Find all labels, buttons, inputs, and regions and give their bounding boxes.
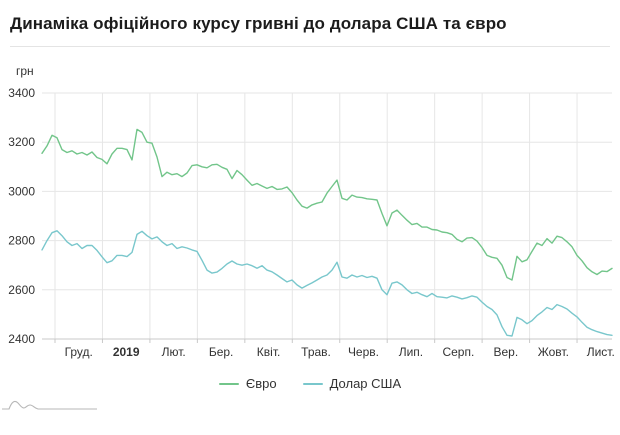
svg-text:Черв.: Черв. bbox=[348, 345, 379, 359]
svg-text:3000: 3000 bbox=[8, 184, 35, 198]
legend-label-usd: Долар США bbox=[329, 376, 402, 391]
usd-line-swatch bbox=[302, 382, 323, 385]
page-title: Динаміка офіційного курсу гривні до дола… bbox=[10, 14, 507, 33]
svg-text:2400: 2400 bbox=[8, 332, 35, 346]
euro-line-swatch bbox=[218, 382, 239, 385]
legend-item-usd[interactable]: Долар США bbox=[302, 376, 402, 391]
svg-text:Жовт.: Жовт. bbox=[538, 345, 569, 359]
header: Динаміка офіційного курсу гривні до дола… bbox=[0, 0, 620, 47]
svg-text:Груд.: Груд. bbox=[65, 345, 93, 359]
legend-label-euro: Євро bbox=[245, 376, 277, 391]
svg-text:Лист.: Лист. bbox=[587, 345, 615, 359]
svg-text:Бер.: Бер. bbox=[209, 345, 234, 359]
svg-text:2019: 2019 bbox=[113, 345, 140, 359]
header-divider bbox=[10, 45, 610, 47]
legend-item-euro[interactable]: Євро bbox=[218, 376, 277, 391]
svg-text:Вер.: Вер. bbox=[494, 345, 519, 359]
chart-area[interactable]: 3400 3200 3000 2800 2600 2400 грн Груд. 2019 Лют.… bbox=[0, 60, 620, 360]
svg-text:Серп.: Серп. bbox=[442, 345, 474, 359]
svg-text:грн: грн bbox=[16, 64, 34, 78]
chart-legend: Євро Долар США bbox=[0, 376, 620, 391]
svg-text:Лют.: Лют. bbox=[162, 345, 186, 359]
exchange-rate-chart[interactable]: 3400 3200 3000 2800 2600 2400 грн Груд. 2019 Лют.… bbox=[0, 60, 620, 360]
svg-text:2600: 2600 bbox=[8, 283, 35, 297]
svg-text:Квіт.: Квіт. bbox=[257, 345, 281, 359]
area-chart-icon[interactable] bbox=[2, 396, 98, 412]
svg-text:Лип.: Лип. bbox=[399, 345, 423, 359]
svg-text:3200: 3200 bbox=[8, 135, 35, 149]
svg-text:2800: 2800 bbox=[8, 234, 35, 248]
svg-text:Трав.: Трав. bbox=[301, 345, 331, 359]
svg-text:3400: 3400 bbox=[8, 86, 35, 100]
